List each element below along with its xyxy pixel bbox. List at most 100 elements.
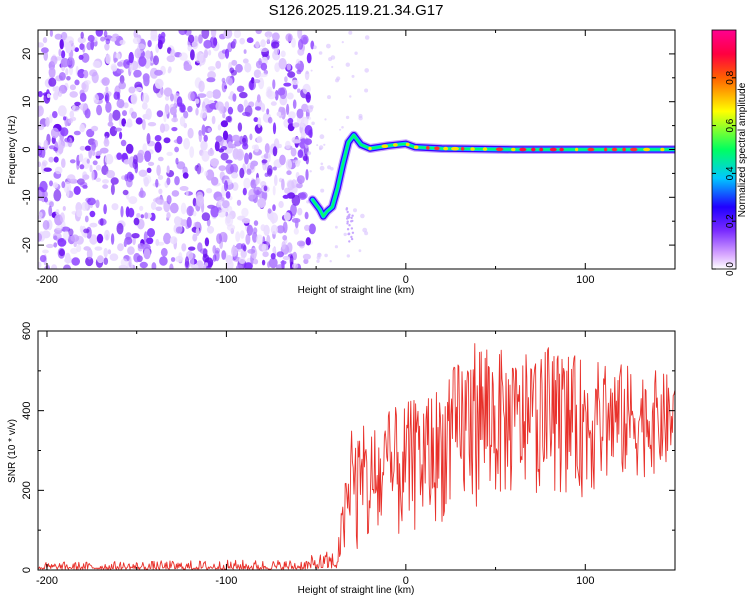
noise-blob [289, 254, 294, 267]
noise-blob [281, 241, 286, 250]
noise-blob [166, 151, 173, 156]
noise-blob [150, 34, 159, 42]
noise-blob [297, 149, 304, 158]
noise-blob [285, 159, 292, 171]
noise-blob [190, 49, 195, 61]
noise-blob [84, 215, 89, 223]
noise-blob [270, 253, 276, 260]
noise-blob [46, 243, 54, 249]
noise-blob [215, 60, 222, 69]
noise-blob [125, 178, 133, 188]
noise-blob [79, 124, 85, 133]
noise-blob [71, 257, 80, 266]
noise-blob [175, 157, 179, 165]
noise-speck [327, 95, 331, 100]
colorbar-tick-label: 0.2 [725, 214, 736, 228]
noise-blob [60, 57, 70, 68]
noise-blob [155, 206, 163, 212]
noise-blob [63, 230, 70, 241]
noise-blob [171, 190, 180, 197]
noise-blob [181, 243, 187, 252]
noise-blob [297, 48, 305, 56]
noise-blob [261, 259, 266, 266]
noise-blob [292, 139, 301, 144]
noise-blob [171, 117, 179, 123]
noise-blob [78, 54, 84, 60]
noise-blob [66, 76, 71, 81]
noise-blob [241, 218, 251, 224]
noise-blob [140, 214, 144, 219]
noise-blob [296, 240, 306, 247]
snr-y-tick-label: 200 [21, 481, 33, 499]
noise-blob [176, 135, 183, 145]
noise-blob [110, 233, 115, 245]
noise-speck [364, 88, 369, 93]
noise-blob [295, 182, 303, 189]
noise-blob [276, 111, 282, 117]
noise-blob [206, 225, 215, 234]
noise-blob [95, 30, 103, 37]
noise-blob [250, 179, 257, 189]
noise-blob [278, 143, 282, 149]
noise-blob [254, 106, 262, 111]
noise-blob [271, 41, 280, 49]
noise-speck [334, 245, 338, 249]
noise-blob [147, 122, 157, 127]
noise-blob [64, 252, 71, 264]
noise-blob [157, 156, 164, 162]
noise-blob [293, 227, 299, 235]
noise-blob [243, 49, 247, 54]
noise-blob [194, 221, 201, 229]
signal-tail-speck [350, 216, 353, 220]
noise-blob [291, 37, 296, 48]
signal-tail-speck [348, 240, 351, 243]
noise-blob [123, 240, 127, 248]
snr-series-line [38, 343, 675, 570]
noise-blob [211, 115, 216, 125]
noise-blob [72, 104, 76, 111]
noise-blob [111, 203, 119, 211]
signal-tail-speck [347, 232, 350, 236]
noise-blob [211, 176, 219, 186]
noise-blob [201, 212, 211, 222]
noise-blob [210, 30, 217, 38]
noise-blob [179, 116, 186, 127]
noise-blob [243, 177, 251, 189]
noise-blob [207, 71, 217, 80]
noise-blob [174, 176, 180, 186]
colorbar-tick-label: 0.8 [725, 70, 736, 84]
noise-blob [259, 73, 268, 78]
signal-hotspot [559, 147, 564, 152]
noise-blob [142, 143, 147, 154]
noise-blob [184, 191, 193, 196]
signal-tail-speck [348, 215, 351, 219]
noise-blob [300, 122, 304, 128]
noise-blob [77, 36, 87, 44]
noise-blob [287, 180, 295, 191]
noise-blob [183, 64, 193, 71]
noise-blob [79, 92, 87, 103]
signal-tail-speck [346, 228, 350, 231]
noise-blob [78, 153, 84, 162]
noise-blob [84, 145, 92, 151]
noise-blob [59, 39, 64, 50]
noise-blob [50, 127, 60, 139]
noise-blob [255, 41, 260, 48]
noise-blob [81, 52, 90, 63]
noise-blob [58, 48, 62, 57]
noise-blob [218, 165, 227, 172]
noise-blob [221, 200, 230, 209]
noise-blob [74, 101, 81, 106]
noise-blob [267, 208, 272, 214]
noise-speck [309, 105, 314, 109]
noise-blob [52, 111, 58, 119]
snr-y-tick-label: 600 [21, 322, 33, 340]
noise-blob [76, 244, 82, 253]
noise-blob [197, 93, 207, 98]
signal-tail-speck [350, 237, 354, 241]
noise-blob [141, 102, 148, 110]
signal-hotspot [470, 147, 475, 151]
noise-blob [291, 218, 301, 223]
noise-blob [94, 246, 103, 251]
